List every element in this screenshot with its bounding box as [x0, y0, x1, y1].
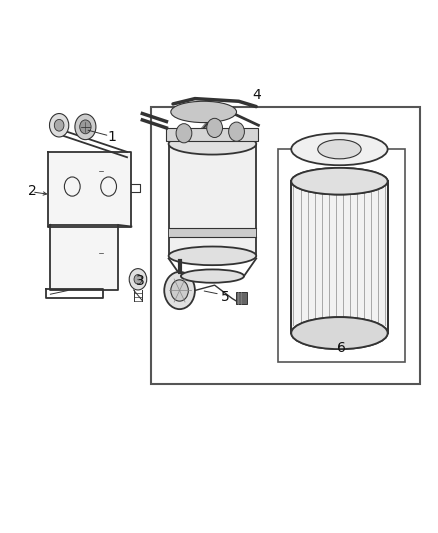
Text: 4: 4	[252, 87, 261, 102]
Text: 3: 3	[136, 274, 145, 288]
Bar	[169, 144, 256, 256]
Ellipse shape	[318, 140, 361, 159]
Ellipse shape	[181, 269, 244, 282]
Bar	[291, 181, 388, 333]
Bar	[166, 128, 258, 141]
Ellipse shape	[291, 317, 388, 349]
Bar	[48, 152, 131, 227]
Text: 6: 6	[337, 341, 346, 355]
Circle shape	[176, 124, 192, 143]
Bar	[169, 228, 256, 237]
Text: 2: 2	[28, 183, 37, 198]
Ellipse shape	[291, 168, 388, 195]
Circle shape	[75, 114, 96, 140]
Circle shape	[171, 280, 188, 301]
Ellipse shape	[169, 246, 256, 265]
Circle shape	[80, 120, 91, 134]
Ellipse shape	[169, 133, 256, 155]
Ellipse shape	[171, 101, 237, 123]
Ellipse shape	[291, 168, 388, 195]
Circle shape	[164, 272, 195, 309]
Circle shape	[207, 118, 223, 138]
Bar	[50, 225, 118, 290]
Bar	[236, 292, 247, 304]
Bar	[151, 107, 420, 384]
Ellipse shape	[291, 317, 388, 349]
Text: 5: 5	[221, 290, 230, 304]
Ellipse shape	[291, 133, 388, 165]
Circle shape	[49, 114, 69, 137]
Circle shape	[229, 122, 244, 141]
Circle shape	[129, 269, 147, 290]
Bar	[278, 149, 405, 362]
Text: 1: 1	[107, 130, 116, 144]
Circle shape	[134, 274, 142, 284]
Circle shape	[54, 119, 64, 131]
